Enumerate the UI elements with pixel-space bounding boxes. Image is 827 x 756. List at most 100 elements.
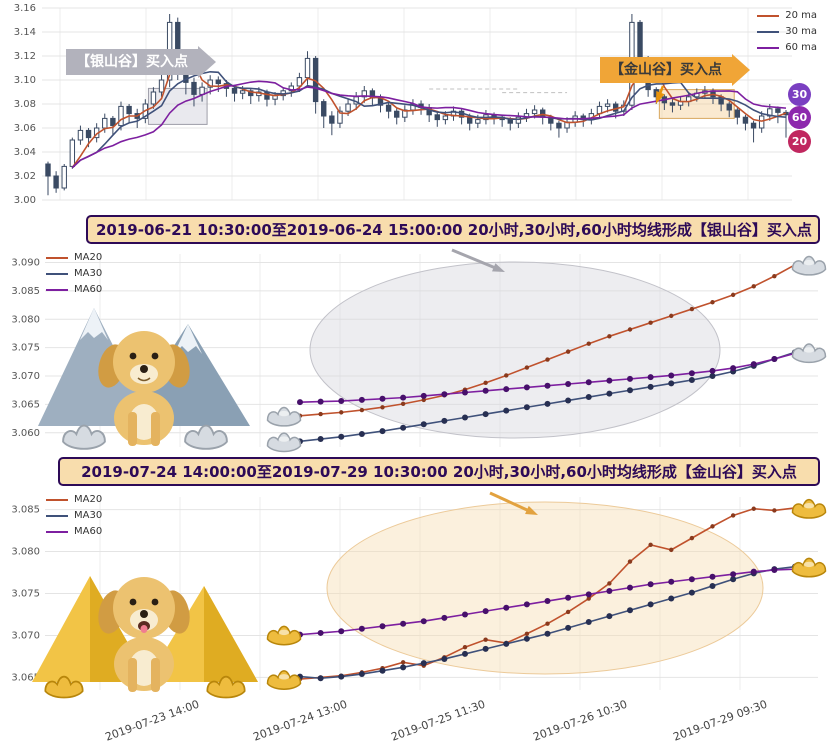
svg-text:3.14: 3.14	[14, 27, 36, 38]
svg-text:3.02: 3.02	[14, 171, 36, 182]
silver-ingot-icon	[266, 406, 302, 427]
legend-label: MA20	[74, 494, 103, 505]
silver-valley-title: 2019-06-21 10:30:00至2019-06-24 15:00:00 …	[86, 215, 820, 244]
highlight-ellipse	[326, 501, 764, 675]
gold-valley-title: 2019-07-24 14:00:00至2019-07-29 10:30:00 …	[58, 457, 820, 486]
svg-text:3.070: 3.070	[11, 371, 40, 382]
gold-ingot-icon	[44, 675, 84, 699]
legend-swatch-icon	[46, 514, 68, 517]
silver-valley-line-chart: 3.060 3.065 3.070 3.075 3.080 3.085 3.090	[11, 248, 827, 453]
svg-text:3.065: 3.065	[11, 399, 40, 410]
svg-text:2019-07-23 14:00: 2019-07-23 14:00	[103, 698, 201, 744]
highlight-boxes	[147, 87, 735, 125]
svg-text:3.080: 3.080	[11, 314, 40, 325]
legend-label: 30 ma	[785, 26, 817, 37]
svg-text:3.06: 3.06	[14, 123, 36, 134]
svg-text:3.00: 3.00	[14, 195, 36, 206]
MA30-points	[297, 349, 798, 445]
svg-text:3.075: 3.075	[11, 589, 40, 600]
gold-dog-illustration	[32, 576, 258, 699]
legend-label: MA30	[74, 268, 103, 279]
svg-text:3.085: 3.085	[11, 505, 40, 516]
svg-text:3.04: 3.04	[14, 147, 36, 158]
legend-item: 60 ma	[757, 42, 817, 53]
gold-ingot-icon	[206, 675, 246, 699]
legend-item: MA30	[46, 510, 102, 521]
gold-ingot-icon	[791, 557, 827, 578]
svg-text:3.075: 3.075	[11, 343, 40, 354]
legend-swatch-icon	[46, 272, 68, 275]
gold-ingot-icon	[791, 498, 827, 519]
svg-text:3.12: 3.12	[14, 51, 36, 62]
silver-chart-legend: MA20 MA30 MA60	[46, 252, 102, 295]
ma20-end-badge: 20	[788, 130, 811, 153]
svg-text:3.080: 3.080	[11, 547, 40, 558]
legend-item: MA20	[46, 494, 102, 505]
y-axis-labels: 3.00 3.02 3.04 3.06 3.08 3.10 3.12 3.14 3.16	[14, 3, 36, 206]
silver-ingot-icon	[791, 343, 827, 364]
annotation-arrow	[451, 248, 497, 270]
gold-chart-legend: MA20 MA30 MA60	[46, 494, 102, 537]
svg-text:3.16: 3.16	[14, 3, 36, 14]
legend-item: 30 ma	[757, 26, 817, 37]
annotation-arrow	[489, 491, 530, 513]
gold-valley-callout: 【金山谷】买入点	[600, 57, 732, 83]
legend-item: MA60	[46, 526, 102, 537]
dog-icon	[98, 577, 190, 692]
svg-text:2019-07-29 09:30: 2019-07-29 09:30	[671, 698, 769, 744]
svg-text:3.070: 3.070	[11, 630, 40, 641]
silver-ingot-icon	[184, 424, 228, 450]
MA60-points	[297, 566, 798, 638]
y-axis-labels: 3.065 3.070 3.075 3.080 3.085	[11, 505, 40, 684]
svg-text:3.08: 3.08	[14, 99, 36, 110]
legend-label: 60 ma	[785, 42, 817, 53]
svg-text:2019-07-25 11:30: 2019-07-25 11:30	[389, 698, 487, 744]
top-chart-legend: 20 ma 30 ma 60 ma	[757, 10, 817, 53]
annotation-arrowhead	[492, 263, 505, 272]
x-axis-labels: 2019-07-23 14:00 2019-07-24 13:00 2019-07-…	[103, 698, 769, 744]
legend-swatch-icon	[757, 14, 780, 17]
legend-label: MA20	[74, 252, 103, 263]
silver-valley-callout: 【银山谷】买入点	[66, 49, 198, 75]
legend-item: MA30	[46, 268, 102, 279]
svg-text:3.10: 3.10	[14, 75, 36, 86]
svg-text:3.085: 3.085	[11, 286, 40, 297]
highlight-ellipse	[309, 261, 721, 439]
gold-valley-line-chart: 3.065 3.070 3.075 3.080 3.085 2019-07-23 14:0…	[11, 491, 827, 744]
legend-swatch-icon	[46, 288, 68, 291]
gold-ingot-icon	[266, 670, 302, 690]
silver-ingot-icon	[62, 424, 106, 450]
ma-line	[71, 70, 787, 169]
silver-ingot-icon	[266, 432, 302, 453]
svg-text:2019-07-24 13:00: 2019-07-24 13:00	[251, 698, 349, 744]
dog-icon	[98, 331, 190, 446]
legend-label: MA60	[74, 526, 103, 537]
legend-label: MA30	[74, 510, 103, 521]
ma30-end-badge: 30	[788, 83, 811, 106]
legend-label: MA60	[74, 284, 103, 295]
legend-swatch-icon	[757, 30, 780, 33]
legend-swatch-icon	[46, 256, 68, 259]
legend-swatch-icon	[46, 498, 68, 501]
candlestick-chart: 3.00 3.02 3.04 3.06 3.08 3.10 3.12 3.14 3.16	[14, 3, 792, 206]
silver-dog-illustration	[38, 308, 250, 450]
legend-item: MA20	[46, 252, 102, 263]
grid	[42, 7, 792, 201]
ma60-end-badge: 60	[788, 106, 811, 129]
legend-item: MA60	[46, 284, 102, 295]
ma-line	[71, 80, 787, 169]
legend-item: 20 ma	[757, 10, 817, 21]
silver-ingot-icon	[791, 255, 827, 276]
svg-text:3.090: 3.090	[11, 258, 40, 269]
legend-swatch-icon	[46, 530, 68, 533]
svg-text:3.060: 3.060	[11, 428, 40, 439]
svg-text:3.065: 3.065	[11, 672, 40, 683]
y-axis-labels: 3.060 3.065 3.070 3.075 3.080 3.085 3.090	[11, 258, 40, 439]
gold-ingot-icon	[266, 625, 302, 646]
annotation-arrowhead	[656, 91, 665, 104]
legend-swatch-icon	[757, 46, 780, 49]
legend-label: 20 ma	[785, 10, 817, 21]
annotation-arrowhead	[525, 505, 538, 515]
svg-text:2019-07-26 10:30: 2019-07-26 10:30	[531, 698, 629, 744]
